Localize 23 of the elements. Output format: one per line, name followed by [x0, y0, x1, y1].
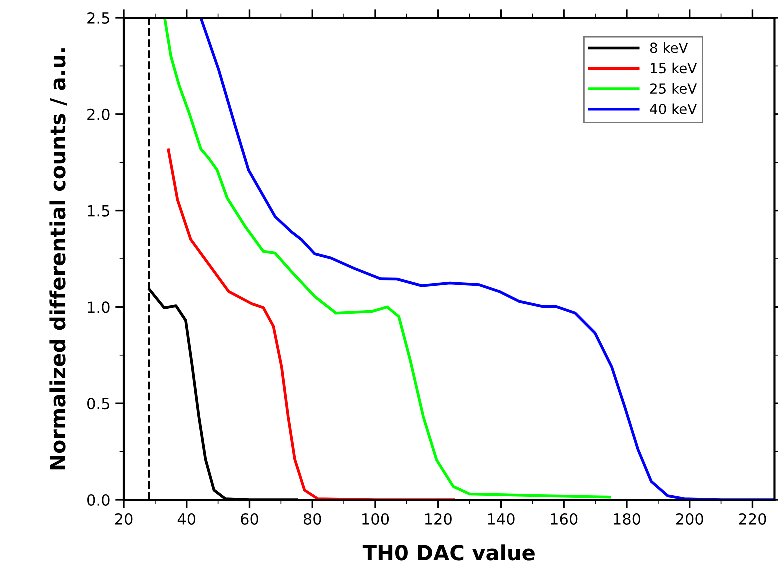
- x-tick-label: 80: [304, 513, 322, 526]
- legend-label: 15 keV: [651, 62, 698, 74]
- x-tick-label: 60: [241, 513, 258, 526]
- y-tick-label: 2.5: [88, 12, 110, 24]
- x-tick-label: 20: [115, 513, 133, 526]
- x-tick-label: 100: [362, 513, 390, 526]
- y-tick-label: 1.5: [88, 205, 110, 217]
- x-tick-label: 40: [178, 513, 196, 526]
- x-tick-label: 160: [551, 513, 578, 526]
- legend-label: 8 keV: [650, 42, 688, 54]
- y-tick-label: 1.0: [88, 302, 110, 314]
- x-axis-title: TH0 DAC value: [362, 544, 535, 561]
- y-axis-title: Normalized differential counts / a.u.: [50, 48, 68, 470]
- x-tick-label: 140: [488, 513, 515, 526]
- y-tick-label: 0.5: [88, 398, 110, 410]
- legend-label: 40 keV: [650, 104, 698, 114]
- x-tick-label: 220: [739, 513, 766, 526]
- y-tick-label: 0.0: [88, 494, 110, 506]
- x-tick-label: 200: [676, 513, 704, 526]
- x-tick-label: 120: [425, 513, 452, 526]
- y-tick-label: 2.0: [88, 108, 110, 120]
- x-tick-label: 180: [614, 513, 641, 526]
- legend-label: 25 keV: [650, 83, 698, 94]
